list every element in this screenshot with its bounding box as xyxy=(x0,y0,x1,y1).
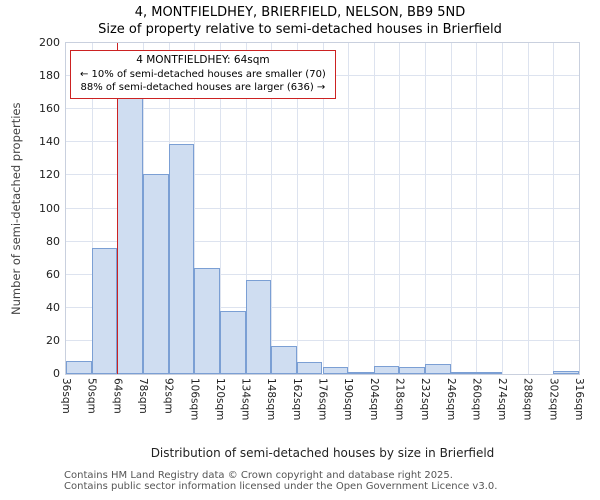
x-tick-label: 36sqm xyxy=(60,378,72,414)
chart-title: 4, MONTFIELDHEY, BRIERFIELD, NELSON, BB9… xyxy=(134,5,466,20)
histogram-bar xyxy=(296,362,323,374)
histogram-bar xyxy=(219,311,246,374)
gridline-vertical xyxy=(425,43,427,374)
histogram-bar xyxy=(348,372,374,374)
y-axis-label: Number of semi-detached properties xyxy=(9,102,23,315)
x-tick-label: 302sqm xyxy=(547,378,560,421)
x-tick-label: 106sqm xyxy=(188,378,201,421)
gridline-vertical xyxy=(271,43,273,374)
histogram-bar xyxy=(66,360,92,374)
y-tick-label: 40 xyxy=(46,300,60,314)
gridline-vertical xyxy=(245,43,247,374)
gridline-vertical xyxy=(553,43,555,374)
x-axis-label: Distribution of semi-detached houses by … xyxy=(150,446,495,460)
y-tick-label: 200 xyxy=(39,36,60,49)
x-tick-label: 218sqm xyxy=(393,378,406,421)
histogram-bar xyxy=(142,173,169,374)
histogram-bar xyxy=(553,370,579,374)
histogram-bar xyxy=(425,364,451,374)
property-size-marker-line xyxy=(117,43,119,374)
histogram-bar xyxy=(245,279,272,374)
y-tick-label: 100 xyxy=(39,201,60,215)
x-tick-label: 190sqm xyxy=(342,378,355,421)
y-tick-label: 180 xyxy=(39,69,60,83)
x-tick-label: 260sqm xyxy=(470,378,483,421)
x-tick-label: 50sqm xyxy=(85,378,98,414)
histogram-bar xyxy=(271,345,297,374)
x-tick-label: 274sqm xyxy=(496,378,509,421)
footer-attribution-line-2: Contains public sector information licen… xyxy=(64,481,498,492)
gridline-vertical xyxy=(194,43,196,374)
plot-area: 4 MONTFIELDHEY: 64sqm ← 10% of semi-deta… xyxy=(39,37,585,421)
histogram-bar xyxy=(373,365,400,374)
histogram-bar xyxy=(476,372,503,374)
y-tick-label: 20 xyxy=(46,333,60,347)
gridline-vertical xyxy=(399,43,401,374)
histogram-bar xyxy=(399,367,426,374)
y-tick-label: 140 xyxy=(39,135,60,149)
gridline-vertical xyxy=(296,43,298,374)
x-tick-label: 288sqm xyxy=(521,378,534,421)
histogram-bar xyxy=(168,143,195,374)
chart-subtitle: Size of property relative to semi-detach… xyxy=(98,22,502,37)
x-tick-label: 176sqm xyxy=(316,378,329,421)
gridline-vertical xyxy=(450,43,452,374)
gridline-vertical xyxy=(219,43,221,374)
annotation-line-2: ← 10% of semi-detached houses are smalle… xyxy=(80,68,326,80)
histogram-bar xyxy=(91,248,118,374)
y-tick-label: 60 xyxy=(46,267,60,281)
histogram-bar xyxy=(194,268,220,374)
y-tick-label: 160 xyxy=(39,102,60,116)
x-tick-label: 134sqm xyxy=(239,378,252,421)
gridline-vertical xyxy=(527,43,529,374)
x-tick-label: 78sqm xyxy=(136,378,149,414)
x-tick-label: 162sqm xyxy=(290,378,303,421)
x-tick-label: 232sqm xyxy=(419,378,432,421)
property-annotation-box: 4 MONTFIELDHEY: 64sqm ← 10% of semi-deta… xyxy=(70,50,336,99)
y-tick-label: 80 xyxy=(46,234,60,248)
x-tick-label: 148sqm xyxy=(265,378,278,421)
gridline-vertical xyxy=(476,43,478,374)
annotation-line-1: 4 MONTFIELDHEY: 64sqm xyxy=(136,54,270,66)
histogram-bar xyxy=(450,372,477,374)
y-tick-label: 0 xyxy=(53,367,60,380)
gridline-vertical xyxy=(91,43,93,374)
gridline-vertical xyxy=(348,43,350,374)
x-tick-label: 64sqm xyxy=(111,378,124,414)
histogram-bar xyxy=(117,97,143,374)
x-tick-label: 246sqm xyxy=(444,378,457,421)
y-tick-label: 120 xyxy=(39,168,60,182)
gridline-vertical xyxy=(502,43,504,374)
x-tick-label: 92sqm xyxy=(162,378,175,414)
x-tick-label: 120sqm xyxy=(213,378,226,421)
footer-attribution-line-1: Contains HM Land Registry data © Crown c… xyxy=(64,470,453,481)
x-tick-label: 316sqm xyxy=(573,378,585,421)
histogram-bar xyxy=(322,367,349,374)
annotation-line-3: 88% of semi-detached houses are larger (… xyxy=(80,81,326,93)
gridline-vertical xyxy=(373,43,375,374)
x-tick-label: 204sqm xyxy=(367,378,380,421)
gridline-vertical xyxy=(322,43,324,374)
